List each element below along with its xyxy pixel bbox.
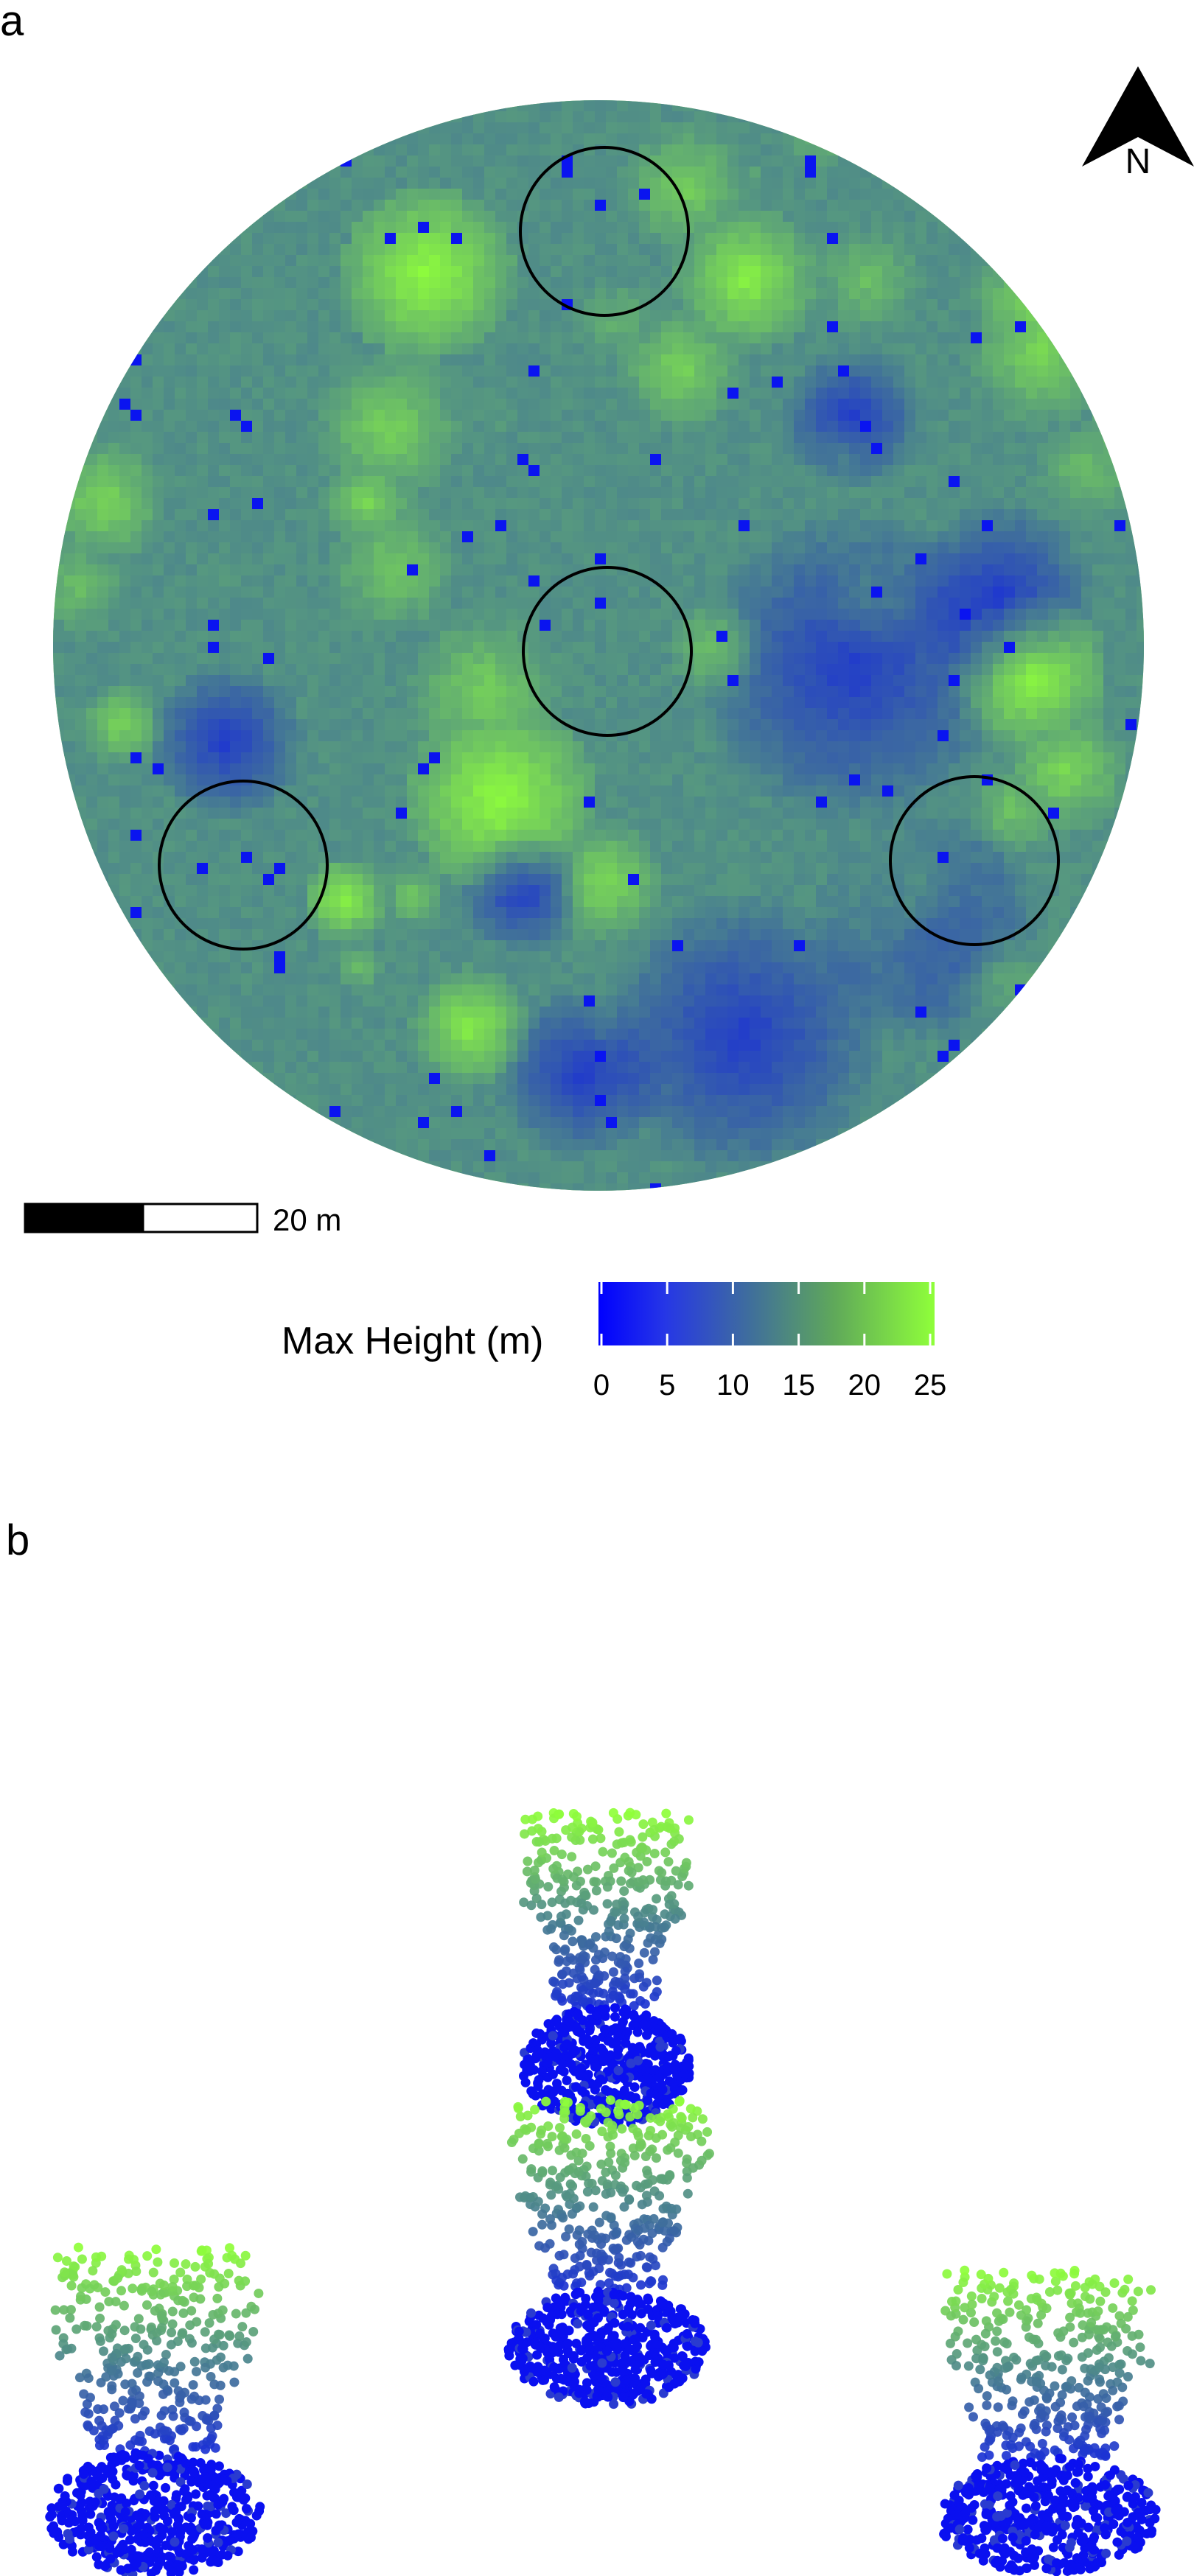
- legend-tick-label: 20: [848, 1369, 881, 1401]
- legend-tick-label: 10: [716, 1369, 750, 1401]
- scale-bar: [24, 1203, 259, 1233]
- north-label: N: [1125, 142, 1151, 181]
- point-cloud-panel: [45, 1807, 1161, 2576]
- panel-label-a: a: [0, 0, 24, 45]
- subplot-circle-center: [522, 566, 693, 737]
- panel-label-b: b: [6, 1516, 30, 1564]
- point-cloud-north-plot: [518, 1807, 694, 2129]
- legend-tick-label: 5: [659, 1369, 676, 1401]
- subplot-circle-east: [889, 775, 1060, 946]
- point-cloud-west-plot: [45, 2242, 265, 2576]
- canopy-height-map: [24, 66, 1194, 1345]
- subplot-circle-north: [519, 146, 690, 317]
- north-arrow-icon: [1082, 66, 1194, 167]
- raster-patches: [53, 100, 1144, 1191]
- height-raster: [53, 100, 1144, 1191]
- legend-tick-label: 0: [593, 1369, 610, 1401]
- legend-title: Max Height (m): [282, 1320, 544, 1362]
- legend-tick-label: 25: [913, 1369, 947, 1401]
- point-cloud-east-plot: [939, 2265, 1161, 2576]
- point-cloud-center-plot: [503, 2095, 714, 2409]
- legend-tick-label: 15: [782, 1369, 815, 1401]
- scale-bar-label: 20 m: [273, 1203, 342, 1237]
- legend-colorbar: [598, 1282, 935, 1345]
- subplot-circle-west: [158, 780, 329, 951]
